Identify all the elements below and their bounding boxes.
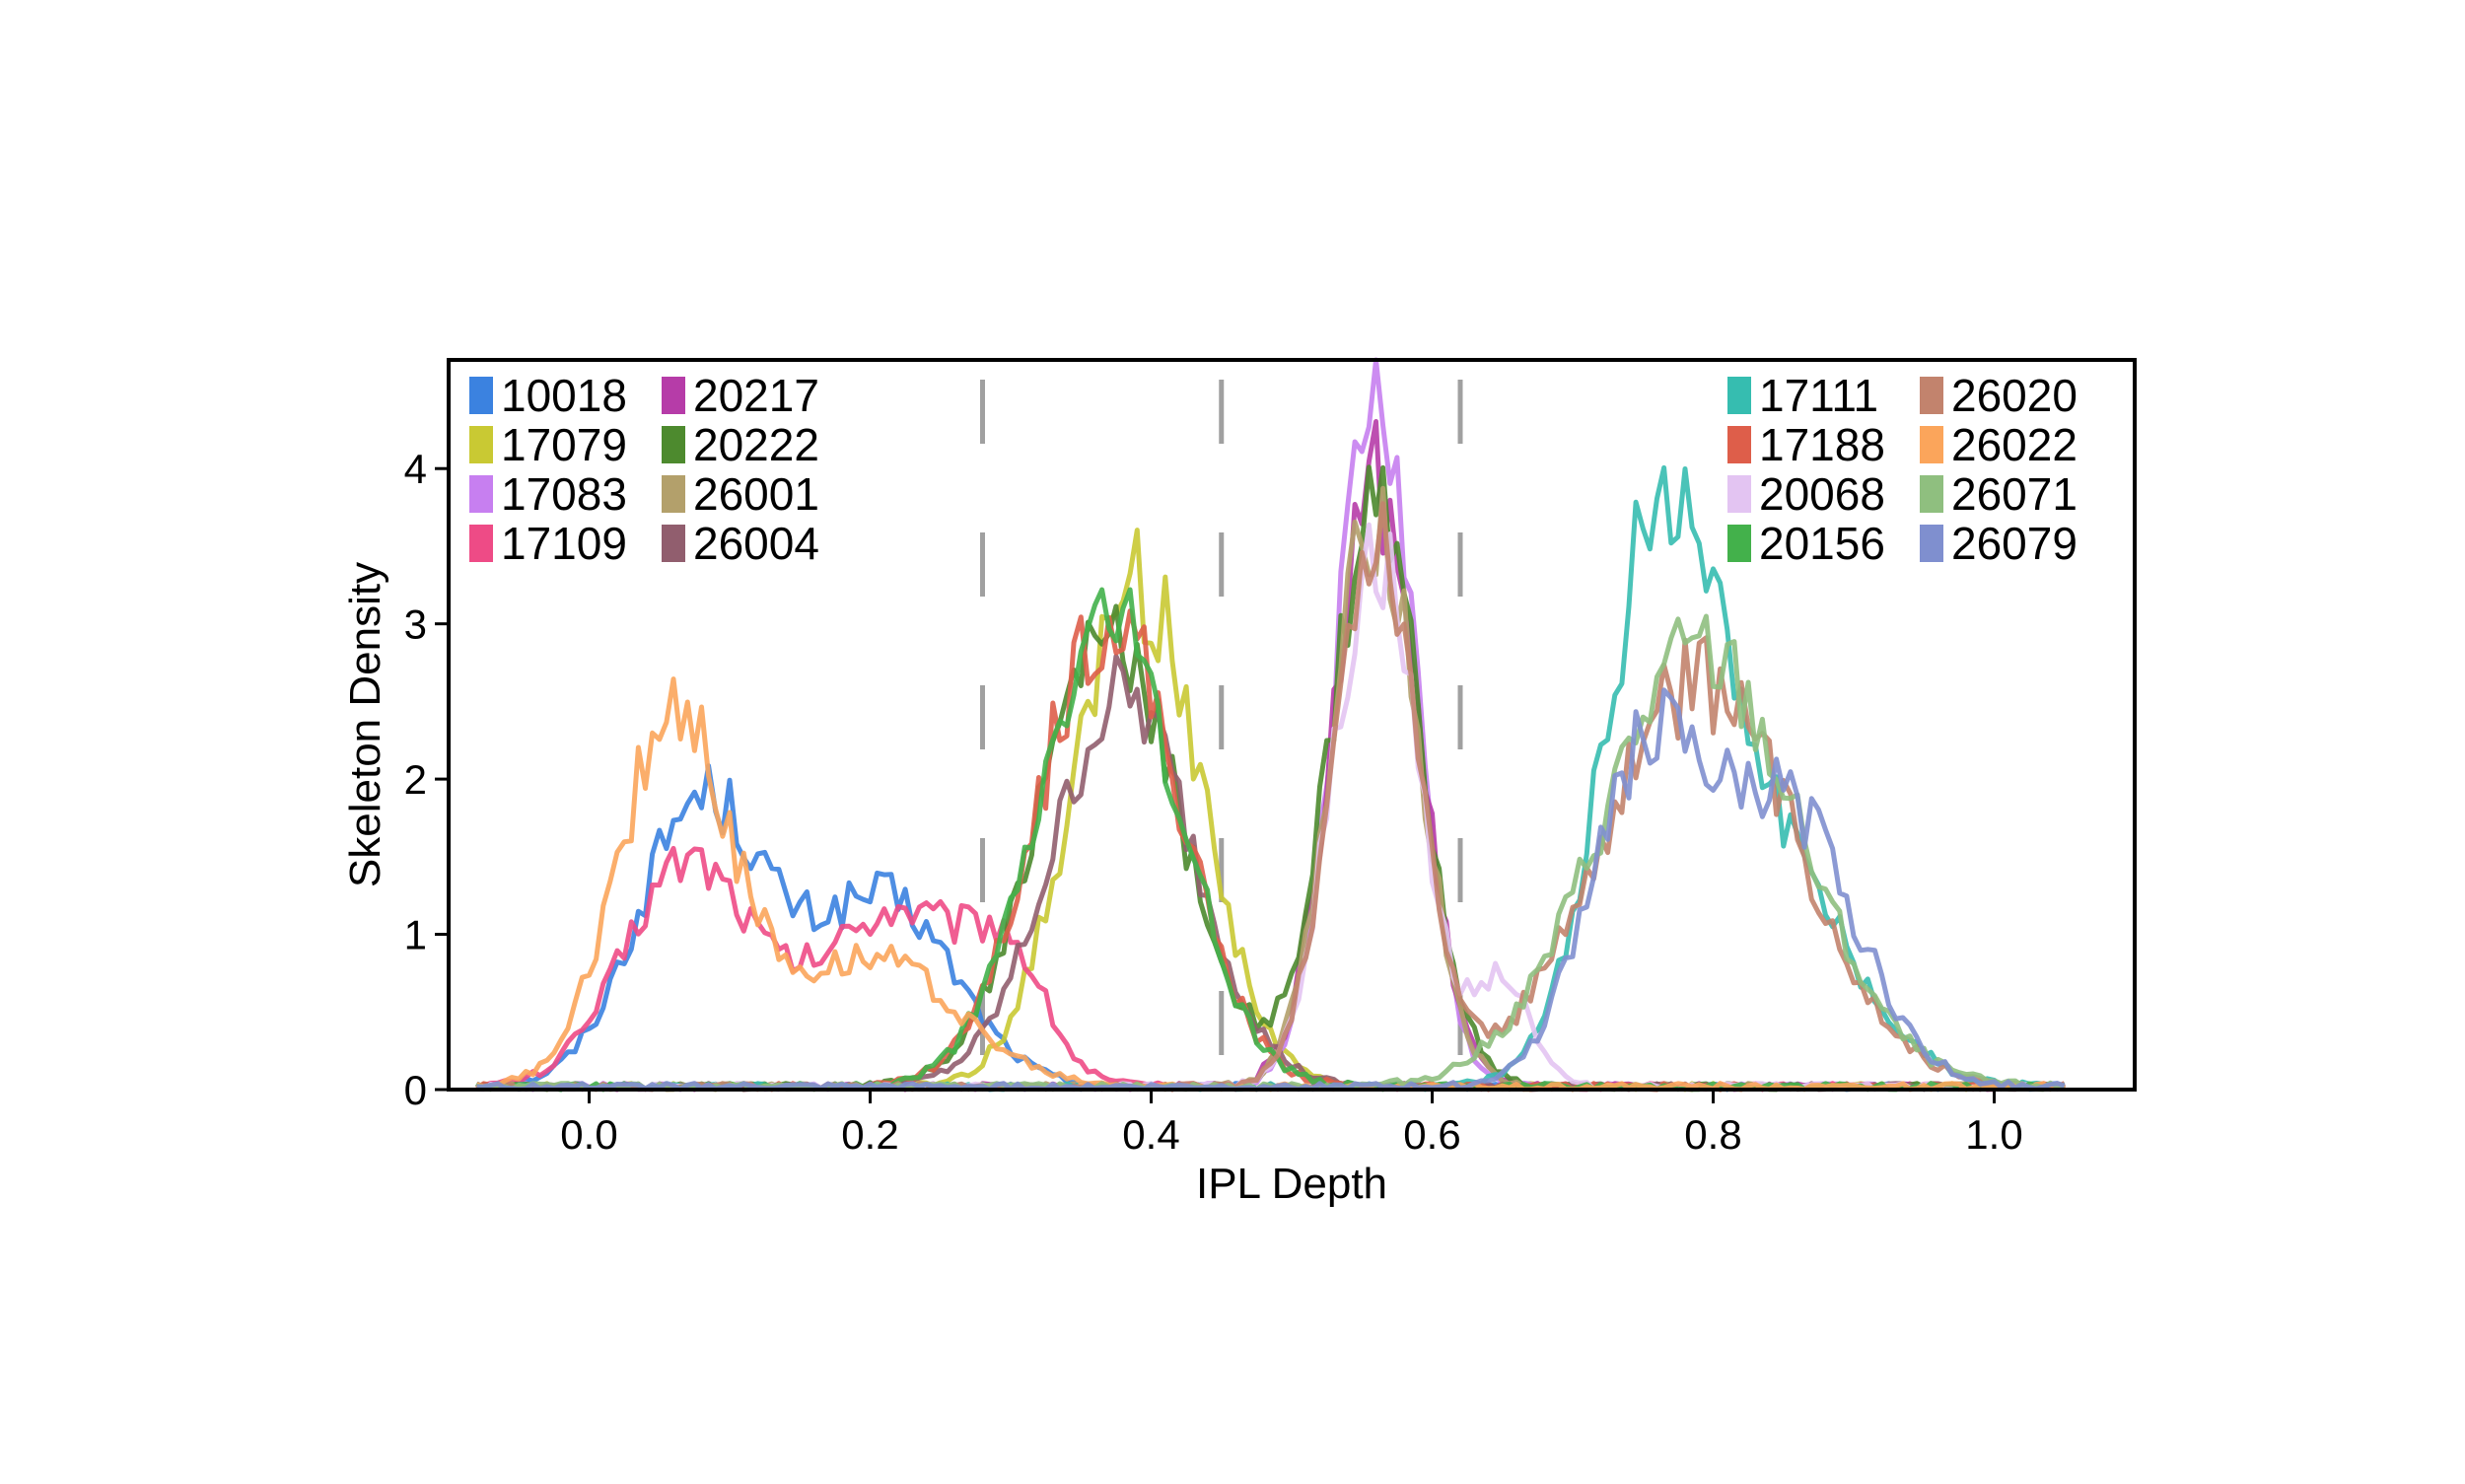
legend-label-17188: 17188	[1759, 419, 1885, 470]
legend-label-10018: 10018	[501, 370, 627, 421]
legend-label-26020: 26020	[1951, 370, 2078, 421]
x-tick-label: 0.2	[841, 1111, 898, 1158]
series-line-26001	[476, 485, 2066, 1093]
y-tick-label: 3	[404, 601, 427, 648]
legend-swatch-26022	[1920, 426, 1943, 463]
legend-label-17083: 17083	[501, 468, 627, 520]
x-tick-label: 1.0	[1965, 1111, 2022, 1158]
legend-label-26079: 26079	[1951, 518, 2078, 569]
y-tick-label: 0	[404, 1067, 427, 1113]
legend-swatch-26001	[662, 475, 685, 513]
legend-swatch-26004	[662, 525, 685, 562]
legend-label-26022: 26022	[1951, 419, 2078, 470]
legend-swatch-26071	[1920, 475, 1943, 513]
x-axis-ticks: 0.0 0.2 0.4 0.6 0.8 1.0	[560, 1090, 2023, 1158]
legend-label-17111: 17111	[1759, 370, 1878, 421]
legend-swatch-17188	[1727, 426, 1751, 463]
legend-label-17079: 17079	[501, 419, 627, 470]
legend-label-26001: 26001	[693, 468, 819, 520]
legend-swatch-17111	[1727, 377, 1751, 414]
x-tick-label: 0.0	[560, 1111, 617, 1158]
plot-frame	[447, 358, 2137, 1092]
legend-swatch-10018	[469, 377, 493, 414]
y-axis-ticks: 0 1 2 3 4	[404, 446, 449, 1113]
legend-label-17109: 17109	[501, 518, 627, 569]
y-tick-label: 4	[404, 446, 427, 492]
series-line-20156	[475, 587, 2065, 1093]
legend-swatch-20222	[662, 426, 685, 463]
legend-label-20217: 20217	[693, 370, 819, 421]
legend-label-26071: 26071	[1951, 468, 2078, 520]
legend-swatch-17109	[469, 525, 493, 562]
x-axis-label: IPL Depth	[1196, 1160, 1387, 1208]
legend-swatch-17083	[469, 475, 493, 513]
x-tick-label: 0.8	[1684, 1111, 1741, 1158]
y-tick-label: 1	[404, 912, 427, 958]
legend-swatch-26079	[1920, 525, 1943, 562]
legend-swatch-20217	[662, 377, 685, 414]
legend-label-20222: 20222	[693, 419, 819, 470]
legend-swatch-20068	[1727, 475, 1751, 513]
y-tick-label: 2	[404, 756, 427, 803]
legend-label-26004: 26004	[693, 518, 819, 569]
legend-swatch-20156	[1727, 525, 1751, 562]
legend-swatch-26020	[1920, 377, 1943, 414]
legend-label-20156: 20156	[1759, 518, 1885, 569]
x-tick-label: 0.4	[1122, 1111, 1179, 1158]
legend-label-20068: 20068	[1759, 468, 1885, 520]
x-tick-label: 0.6	[1403, 1111, 1460, 1158]
y-axis-label: Skeleton Density	[341, 562, 389, 887]
legend-swatch-17079	[469, 426, 493, 463]
boundary-lines	[980, 380, 1463, 1090]
